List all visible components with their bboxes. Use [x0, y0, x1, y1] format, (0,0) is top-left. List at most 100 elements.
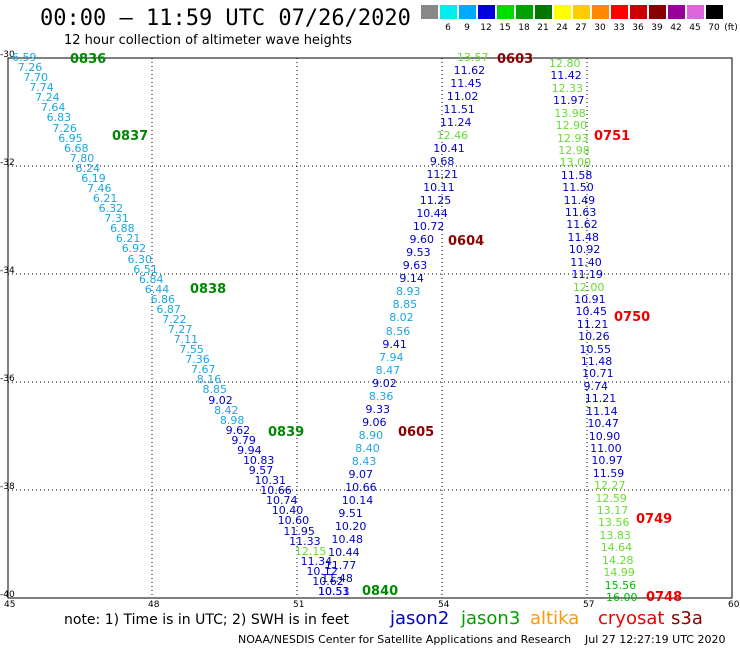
lon-tick: 54	[438, 600, 450, 610]
legend-label-18: 18	[518, 23, 530, 33]
wave-height-value: 10.53	[318, 585, 350, 598]
wave-height-value: 6.59	[12, 51, 37, 64]
wave-height-value: 12.59	[595, 491, 627, 505]
wave-height-value: 11.48	[567, 230, 600, 244]
legend-swatch-70	[706, 5, 723, 19]
wave-height-value: 9.94	[237, 443, 262, 457]
legend-swatch-18	[516, 5, 533, 19]
legend-label-12: 12	[480, 23, 492, 33]
lon-tick: 48	[148, 600, 160, 610]
lon-tick: 60	[728, 600, 740, 610]
wave-height-value: 9.53	[406, 246, 431, 260]
wave-height-value: 7.94	[379, 350, 404, 364]
wave-height-value: 10.66	[345, 480, 377, 494]
wave-height-value: 11.62	[453, 64, 486, 78]
wave-height-value: 8.40	[355, 441, 380, 455]
wave-height-value: 12.98	[558, 143, 590, 157]
legend-label-45: 45	[689, 23, 701, 33]
legend-unit: (ft)	[724, 23, 738, 33]
wave-height-value: 11.77	[324, 558, 357, 572]
satellite-jason2: jason2	[390, 608, 450, 629]
wave-height-value: 12.00	[572, 280, 605, 294]
wave-height-value: 11.40	[570, 255, 602, 269]
wave-height-value: 8.47	[375, 363, 401, 377]
wave-height-value: 11.48	[321, 571, 353, 585]
wave-height-value: 11.21	[576, 317, 609, 331]
legend-swatch-6	[440, 5, 457, 19]
wave-height-value: 7.36	[185, 353, 210, 367]
wave-height-value: 11.25	[419, 194, 452, 208]
wave-height-value: 6.19	[81, 171, 106, 185]
track-time-label: 0836	[70, 52, 107, 67]
wave-height-value: 9.07	[348, 467, 374, 481]
wave-height-value: 11.59	[592, 466, 625, 480]
wave-height-value: 11.21	[426, 168, 458, 182]
legend-swatch-30	[592, 5, 609, 19]
wave-height-value: 10.45	[575, 305, 608, 319]
wave-height-value: 13.17	[596, 504, 629, 518]
legend-label-9: 9	[464, 23, 470, 33]
lon-tick: 51	[293, 600, 305, 610]
generated-timestamp: Jul 27 12:27:19 UTC 2020	[585, 633, 726, 646]
footer-note: note: 1) Time is in UTC; 2) SWH is in fe…	[64, 612, 350, 628]
wave-height-value: 6.44	[144, 282, 170, 296]
map-frame	[7, 57, 733, 599]
wave-height-value: 11.00	[590, 441, 622, 455]
wave-height-value: 8.93	[395, 285, 421, 299]
wave-height-value: 7.22	[162, 312, 187, 326]
page-title: 00:00 – 11:59 UTC 07/26/2020	[40, 6, 411, 31]
wave-height-value: 10.12	[306, 564, 338, 578]
track-time-label: 0603	[497, 52, 534, 67]
wave-height-value: 14.64	[600, 541, 633, 555]
wave-height-value: 11.51	[443, 103, 475, 117]
wave-height-value: 12.46	[436, 129, 469, 143]
legend-label-15: 15	[499, 23, 511, 33]
wave-height-value: 6.21	[92, 192, 118, 206]
satellite-s3a: s3a	[671, 608, 703, 629]
wave-height-value: 8.85	[202, 383, 228, 397]
track-time-label: 0840	[362, 584, 399, 599]
wave-height-value: 6.92	[121, 242, 147, 256]
wave-height-value: 9.02	[372, 376, 397, 390]
wave-height-value: 11.33	[289, 534, 321, 548]
legend-swatch-15	[497, 5, 514, 19]
lat-tick: -40	[0, 590, 15, 600]
wave-height-value: 9.14	[399, 272, 424, 286]
wave-height-value: 8.02	[389, 311, 414, 325]
wave-height-value: 6.88	[110, 222, 135, 236]
wave-height-value: 10.14	[341, 493, 374, 507]
legend-label-33: 33	[613, 23, 625, 33]
wave-height-value: 9.62	[225, 423, 251, 437]
wave-height-value: 8.16	[196, 373, 222, 387]
legend-swatch-3	[421, 5, 438, 19]
legend-swatch-9	[459, 5, 476, 19]
wave-height-value: 7.67	[190, 363, 216, 377]
wave-height-value: 10.44	[416, 207, 448, 221]
wave-height-value: 6.30	[127, 252, 152, 266]
legend-swatch-21	[535, 5, 552, 19]
lat-tick: -38	[0, 482, 15, 492]
wave-height-value: 11.02	[446, 90, 479, 104]
legend-label-39: 39	[651, 23, 663, 33]
wave-height-value: 12.33	[551, 81, 584, 95]
wave-height-value: 10.66	[260, 484, 292, 498]
legend-swatch-45	[687, 5, 704, 19]
wave-height-value: 10.31	[254, 474, 286, 488]
wave-height-value: 9.79	[231, 433, 256, 447]
track-time-label: 0751	[594, 129, 631, 144]
wave-height-value: 10.97	[591, 454, 623, 468]
legend-label-24: 24	[556, 23, 568, 33]
legend-swatch-12	[478, 5, 495, 19]
wave-height-value: 10.48	[331, 532, 364, 546]
wave-height-value: 8.85	[392, 298, 418, 312]
track-time-label: 0604	[448, 234, 485, 249]
wave-height-value: 9.68	[429, 155, 455, 169]
wave-height-value: 7.11	[173, 333, 199, 347]
legend-swatch-27	[573, 5, 590, 19]
satellite-cryosat: cryosat	[598, 608, 665, 629]
wave-height-value: 8.42	[214, 403, 239, 417]
wave-height-value: 7.24	[35, 91, 60, 105]
wave-height-value: 10.91	[574, 292, 606, 306]
lat-tick: -36	[0, 374, 15, 384]
